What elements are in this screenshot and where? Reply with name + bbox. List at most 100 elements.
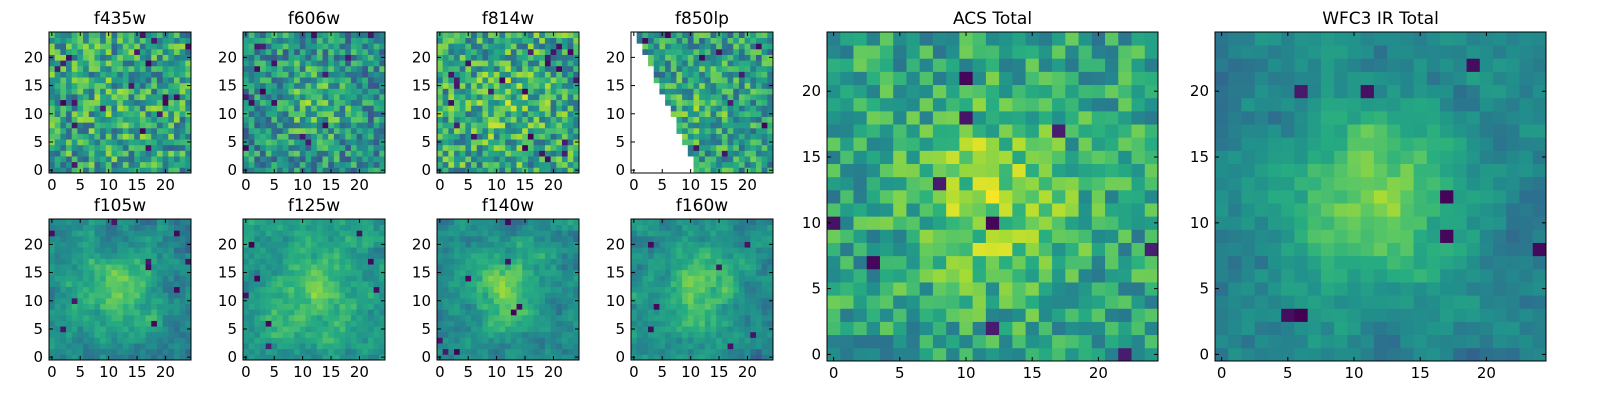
heatmap-cell: [105, 258, 112, 265]
heatmap-cell: [493, 60, 500, 67]
heatmap-cell: [631, 37, 638, 44]
heatmap-cell: [437, 48, 444, 55]
heatmap-cell: [305, 252, 312, 259]
heatmap-cell: [271, 71, 278, 78]
heatmap-cell: [260, 48, 267, 55]
heatmap-cell: [362, 127, 369, 134]
heatmap-cell: [60, 161, 67, 168]
heatmap-cell: [442, 309, 449, 316]
heatmap-cell: [716, 348, 723, 355]
heatmap-cell: [687, 297, 694, 304]
heatmap-cell: [704, 309, 711, 316]
heatmap-cell: [362, 133, 369, 140]
heatmap-cell: [294, 144, 301, 151]
heatmap-cell: [134, 320, 141, 327]
heatmap-cell: [173, 71, 181, 78]
heatmap-cell: [134, 144, 141, 151]
heatmap-cell: [100, 82, 107, 89]
heatmap-cell: [88, 292, 95, 299]
heatmap-cell: [339, 269, 346, 276]
heatmap-cell: [448, 150, 455, 157]
heatmap-cell: [333, 292, 340, 299]
heatmap-cell: [248, 331, 255, 338]
heatmap-cell: [522, 71, 529, 78]
heatmap-cell: [350, 264, 357, 271]
heatmap-cell: [665, 309, 672, 316]
heatmap-cell: [744, 281, 751, 288]
heatmap-cell: [448, 144, 455, 151]
heatmap-cell: [156, 94, 163, 101]
heatmap-cell: [499, 161, 506, 168]
heatmap-cell: [642, 54, 649, 61]
heatmap-cell: [311, 133, 318, 140]
heatmap-cell: [367, 281, 375, 288]
heatmap-cell: [294, 297, 301, 304]
heatmap-cell: [733, 122, 740, 129]
heatmap-cell: [305, 161, 312, 168]
heatmap-cell: [311, 99, 318, 106]
heatmap-cell: [83, 354, 90, 361]
heatmap-cell: [322, 337, 329, 344]
heatmap-cell: [356, 48, 363, 55]
heatmap-cell: [333, 37, 340, 44]
heatmap-cell: [145, 127, 152, 134]
heatmap-cell: [66, 281, 73, 288]
heatmap-cell: [322, 71, 329, 78]
heatmap-cell: [533, 65, 540, 72]
heatmap-cell: [437, 281, 444, 288]
heatmap-cell: [356, 258, 363, 265]
heatmap-cell: [185, 292, 192, 299]
heatmap-cell: [243, 122, 250, 129]
heatmap-cell: [642, 88, 649, 95]
heatmap-cell: [665, 122, 672, 129]
heatmap-cell: [738, 116, 745, 123]
heatmap-cell: [345, 286, 352, 293]
heatmap-cell: [288, 48, 295, 55]
heatmap-cell: [454, 275, 461, 282]
heatmap-cell: [738, 71, 745, 78]
heatmap-cell: [442, 43, 449, 50]
heatmap-cell: [311, 116, 318, 123]
heatmap-cell: [527, 105, 534, 112]
heatmap-cell: [322, 264, 329, 271]
heatmap-cell: [755, 281, 763, 288]
heatmap-cell: [339, 144, 346, 151]
heatmap-cell: [459, 156, 466, 163]
heatmap-cell: [448, 309, 455, 316]
heatmap-cell: [54, 241, 61, 248]
heatmap-cell: [665, 314, 672, 321]
heatmap-cell: [60, 343, 67, 350]
heatmap-cell: [156, 241, 163, 248]
heatmap-cell: [533, 88, 540, 95]
heatmap-cell: [271, 105, 278, 112]
heatmap-cell: [755, 275, 763, 282]
heatmap-cell: [299, 269, 306, 276]
heatmap-cell: [94, 116, 101, 123]
heatmap-cell: [128, 219, 135, 226]
heatmap-cell: [294, 269, 301, 276]
heatmap-cell: [710, 354, 717, 361]
heatmap-cell: [750, 43, 757, 50]
heatmap-cell: [122, 224, 129, 231]
heatmap-cell: [305, 224, 312, 231]
heatmap-cell: [670, 116, 677, 123]
heatmap-cell: [151, 77, 158, 84]
heatmap-cell: [659, 326, 666, 333]
heatmap-cell: [179, 337, 186, 344]
heatmap-cell: [505, 309, 512, 316]
heatmap-cell: [271, 54, 278, 61]
heatmap-cell: [471, 99, 478, 106]
heatmap-cell: [659, 116, 666, 123]
heatmap-cell: [54, 71, 61, 78]
heatmap-cell: [488, 252, 495, 259]
heatmap-cell: [179, 122, 186, 129]
heatmap-cell: [561, 258, 569, 265]
heatmap-cell: [316, 275, 323, 282]
heatmap-cell: [294, 235, 301, 242]
heatmap-cell: [699, 354, 706, 361]
heatmap-cell: [459, 37, 466, 44]
heatmap-cell: [356, 343, 363, 350]
heatmap-cell: [333, 320, 340, 327]
heatmap-cell: [299, 161, 306, 168]
heatmap-cell: [648, 139, 655, 146]
